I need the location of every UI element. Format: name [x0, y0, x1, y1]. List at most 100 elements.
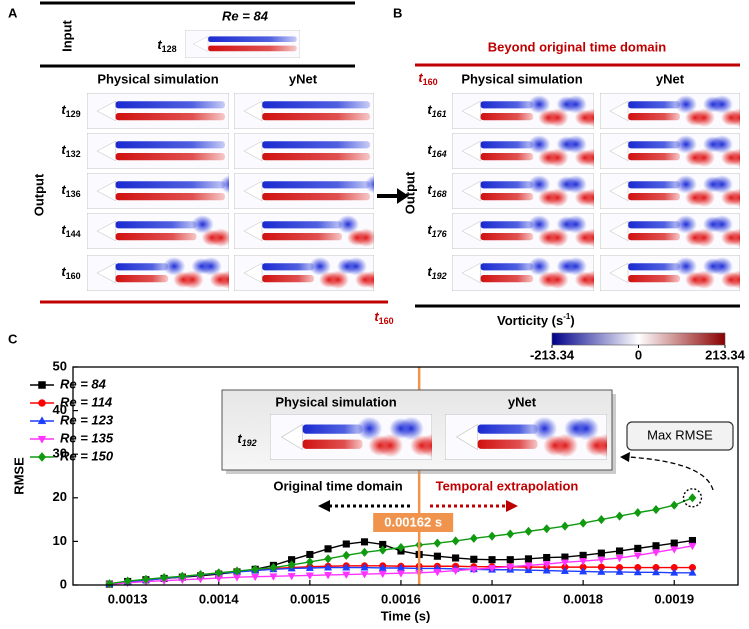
shear-red — [628, 153, 680, 161]
marker — [524, 555, 533, 563]
marker — [433, 552, 441, 560]
vortex — [546, 188, 569, 207]
marker — [597, 567, 606, 575]
time-label: t164 — [427, 142, 446, 159]
marker — [670, 539, 678, 547]
shear-blue — [115, 181, 225, 189]
time-var: t — [427, 222, 432, 237]
marker — [37, 452, 47, 462]
marker — [597, 549, 605, 557]
colorbar-tick-label: 0 — [635, 347, 642, 362]
flow-snapshot — [452, 173, 594, 209]
x-tick-label: 0.0019 — [654, 591, 694, 606]
vortex — [582, 270, 594, 289]
marker — [579, 518, 588, 528]
marker — [37, 416, 47, 425]
time-sub: 160 — [66, 271, 81, 281]
panel-label: C — [8, 331, 18, 346]
y-tick-label: 0 — [60, 576, 67, 591]
vortex — [675, 175, 697, 194]
colorbar — [551, 332, 726, 346]
time-var: t — [157, 37, 162, 52]
marker — [360, 563, 369, 571]
vortex — [564, 95, 587, 114]
split-label: 0.00162 s — [384, 514, 442, 529]
marker — [579, 551, 587, 559]
flow-snapshot — [600, 173, 740, 209]
shear-red — [480, 153, 534, 161]
marker — [487, 565, 497, 573]
vortex — [582, 148, 594, 167]
flow-snapshot — [452, 213, 594, 249]
shear-red — [480, 275, 534, 283]
vortex — [356, 416, 383, 441]
vortex — [582, 108, 594, 127]
time-sub: 176 — [432, 229, 448, 239]
flow-snapshot — [87, 255, 229, 291]
flow-snapshot — [234, 93, 374, 129]
vortex — [729, 108, 740, 127]
y-tick-label: 40 — [53, 402, 67, 417]
vortex — [528, 175, 551, 194]
vortex — [582, 228, 594, 247]
flow-snapshot — [270, 414, 432, 460]
colorbar-tick-label: 213.34 — [705, 347, 746, 362]
y-axis-label: RMSE — [11, 457, 26, 495]
body — [461, 100, 481, 122]
time-sub: 192 — [432, 271, 447, 281]
vortex — [531, 416, 558, 441]
body — [461, 262, 481, 284]
marker — [251, 573, 260, 582]
vortex — [546, 108, 569, 127]
vortex — [337, 215, 359, 234]
x-tick-label: 0.0013 — [108, 591, 148, 606]
flow-snapshot — [600, 133, 740, 169]
marker — [287, 572, 296, 581]
vortex — [693, 108, 715, 127]
flow-snapshot — [87, 213, 229, 249]
legend-label: Re = 84 — [60, 376, 107, 391]
annotation: Original time domain — [273, 478, 402, 493]
body — [96, 180, 116, 202]
vortex — [191, 215, 214, 234]
shear-red — [262, 153, 370, 161]
flow-snapshot — [452, 133, 594, 169]
flow-snapshot — [87, 173, 229, 209]
time-var: t — [374, 309, 379, 324]
time-var: t — [61, 182, 66, 197]
time-label: t160 — [61, 264, 80, 281]
time-sub: 192 — [242, 438, 257, 448]
flow-snapshot — [234, 213, 374, 249]
shear-red — [115, 113, 225, 121]
shear-red — [115, 153, 225, 161]
shear-blue — [262, 263, 314, 271]
marker — [342, 571, 351, 580]
body — [609, 180, 629, 202]
colorbar-title-main: Vorticity (s — [497, 313, 563, 328]
shear-red — [628, 193, 680, 201]
shear-red — [262, 275, 314, 283]
vortex — [528, 215, 551, 234]
marker — [378, 563, 387, 571]
column-header: yNet — [656, 71, 685, 86]
shear-red — [302, 439, 363, 449]
marker — [651, 549, 661, 557]
vortex — [573, 416, 599, 441]
marker — [670, 546, 679, 554]
marker — [652, 504, 660, 515]
flow-snapshot — [600, 93, 740, 129]
body — [455, 423, 478, 451]
vortex — [163, 257, 186, 276]
marker — [579, 558, 588, 566]
max-highlight — [682, 488, 703, 508]
time-label: t132 — [61, 142, 80, 159]
marker — [651, 567, 661, 576]
flow-snapshot — [600, 213, 740, 249]
shear-red — [628, 113, 680, 121]
legend-label: Re = 123 — [60, 412, 114, 427]
inset-header: Physical simulation — [275, 394, 396, 409]
marker — [451, 567, 460, 576]
marker — [615, 555, 624, 563]
arrow-head — [318, 500, 330, 512]
colorbar-tick-label: -213.34 — [530, 347, 575, 362]
